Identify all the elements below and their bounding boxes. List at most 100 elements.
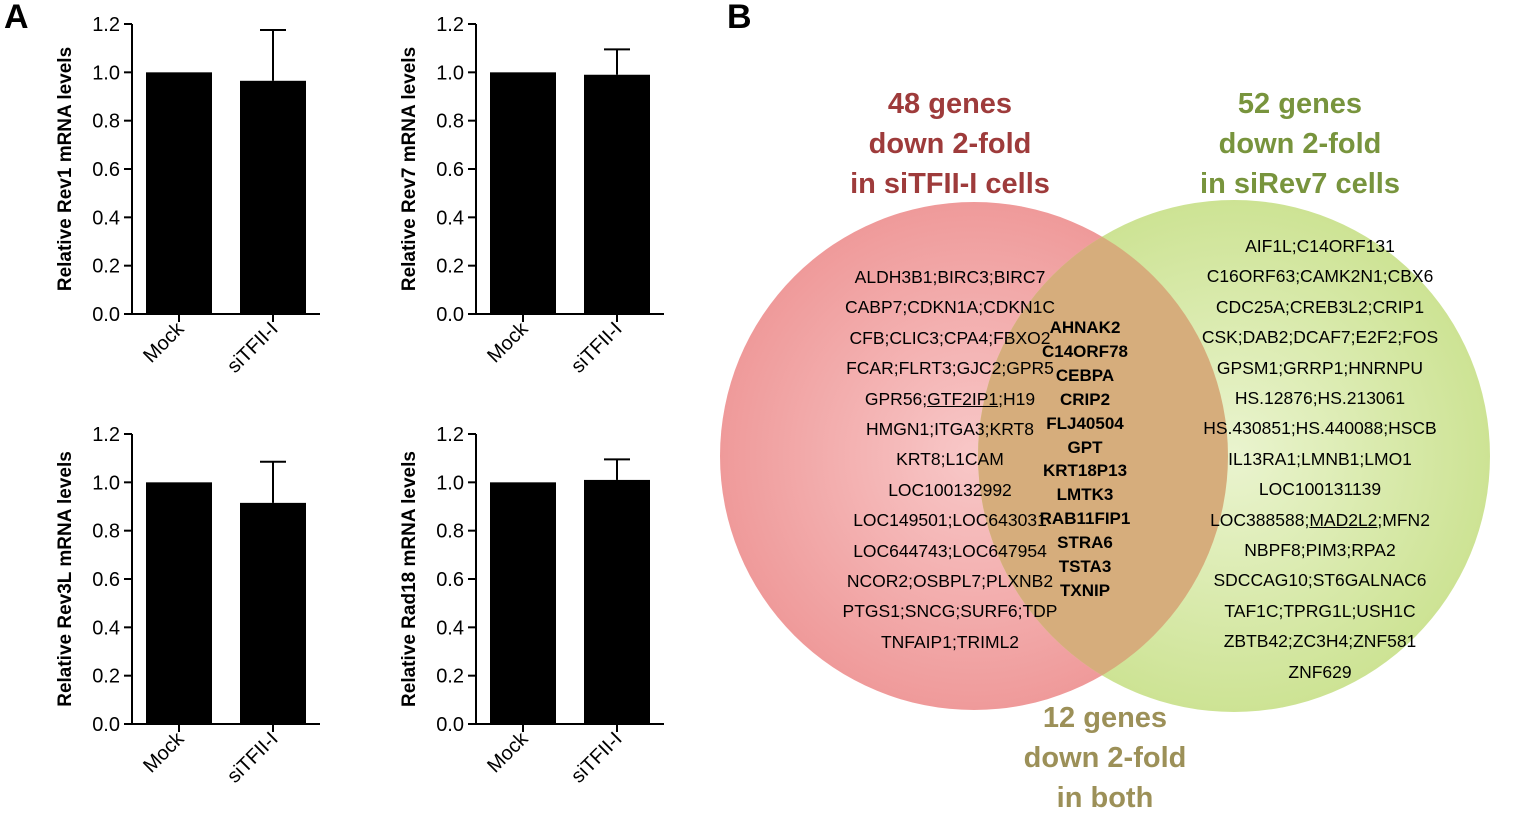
gene-text: GPR56; (864, 388, 928, 409)
gene-list-line: TNFAIP1;TRIML2 (880, 631, 1020, 652)
gene-list-line: ZBTB42;ZC3H4;ZNF581 (1223, 631, 1417, 652)
y-tick-label: 0.4 (436, 207, 464, 229)
venn-overlap (978, 202, 1228, 710)
gene-list-line: HS.430851;HS.440088;HSCB (1203, 418, 1437, 439)
gene-list-line: SDCCAG10;ST6GALNAC6 (1213, 570, 1427, 591)
y-tick-label: 1.0 (436, 472, 464, 494)
panel-label-a: A (4, 0, 29, 36)
gene-list-line: CABP7;CDKN1A;CDKN1C (844, 297, 1056, 318)
gene-list-line: GPSM1;GRRP1;HNRNPU (1216, 357, 1424, 378)
gene-list-line: IL13RA1;LMNB1;LMO1 (1228, 448, 1412, 469)
venn-diagram (720, 200, 1490, 712)
panel-label-b: B (727, 0, 752, 36)
bar-sitfii-i (584, 479, 650, 724)
y-tick-label: 0.0 (436, 304, 464, 326)
y-tick-label: 0.8 (92, 521, 120, 543)
gene-list-line: ZNF629 (1288, 661, 1352, 682)
y-tick-label: 0.6 (92, 159, 120, 181)
bar-mock (146, 72, 212, 314)
gene-text: ;MFN2 (1377, 509, 1430, 530)
highlighted-gene: MAD2L2 (1309, 509, 1378, 530)
venn-title-line: down 2-fold (1218, 128, 1382, 160)
gene-list-line: CDC25A;CREB3L2;CRIP1 (1215, 296, 1425, 317)
y-tick-label: 0.6 (436, 159, 464, 181)
y-tick-label: 0.4 (92, 617, 120, 639)
gene-list-line: KRT8;L1CAM (896, 449, 1004, 470)
gene-list-line: HS.12876;HS.213061 (1234, 388, 1406, 409)
gene-list-both: AHNAK2 C14ORF78 CEBPA CRIP2 FLJ40504 GPT KRT18… (1015, 316, 1155, 603)
y-tick-label: 1.2 (92, 14, 120, 36)
gene-list-line: CSK;DAB2;DCAF7;E2F2;FOS (1201, 327, 1439, 348)
venn-title-line: down 2-fold (868, 128, 1032, 160)
y-tick-label: 0.6 (436, 569, 464, 591)
y-tick-label: 1.0 (92, 472, 120, 494)
bar-mock (490, 482, 556, 724)
bar-sitfii-i (240, 502, 306, 724)
gene-list-sirev7: AIF1L;C14ORF131 C16ORF63;CAMK2N1;CBX6 CDC2… (1170, 231, 1470, 687)
shared-gene: FLJ40504 (1046, 413, 1124, 433)
y-tick-label: 0.8 (92, 111, 120, 133)
y-tick-label: 0.2 (436, 666, 464, 688)
y-axis-label: Relative Rev7 mRNA levels (399, 47, 420, 291)
y-tick-label: 1.0 (92, 62, 120, 84)
bar-sitfii-i (584, 74, 650, 314)
gene-list-line: LOC100132992 (888, 479, 1012, 500)
gene-text: LOC388588; (1210, 509, 1310, 530)
y-axis-label: Relative Rev3L mRNA levels (55, 451, 76, 707)
venn-title-sitfii: 48 genes down 2-fold in siTFII-I cells (800, 84, 1100, 204)
gene-list-line: PTGS1;SNCG;SURF6;TDP (842, 601, 1058, 622)
gene-list-line: ALDH3B1;BIRC3;BIRC7 (854, 267, 1046, 287)
shared-gene: CRIP2 (1059, 389, 1111, 409)
y-tick-label: 1.0 (436, 62, 464, 84)
bar-charts-panel-a: 0.0 0.2 0.4 0.6 0.8 1.0 1.2 Relative Rev1 mRNA … (55, 14, 664, 788)
y-tick-label: 0.0 (436, 714, 464, 736)
gene-list-line: HMGN1;ITGA3;KRT8 (866, 419, 1034, 440)
shared-gene: GPT (1067, 437, 1103, 457)
shared-gene: TXNIP (1059, 580, 1111, 600)
y-tick-label: 0.8 (436, 111, 464, 133)
y-tick-label: 0.4 (92, 207, 120, 229)
venn-title-line: down 2-fold (1023, 742, 1187, 774)
highlighted-gene: GTF2IP1 (927, 388, 999, 409)
y-tick-label: 1.2 (436, 14, 464, 36)
y-tick-label: 0.8 (436, 521, 464, 543)
gene-list-line: LOC644743;LOC647954 (853, 540, 1047, 561)
shared-gene: AHNAK2 (1049, 318, 1121, 337)
shared-gene: RAB11FIP1 (1039, 509, 1131, 529)
y-tick-label: 1.2 (92, 424, 120, 446)
bar-mock (146, 482, 212, 724)
shared-gene: C14ORF78 (1042, 341, 1128, 361)
gene-list-line: C16ORF63;CAMK2N1;CBX6 (1206, 266, 1434, 287)
venn-title-sirev7: 52 genes down 2-fold in siRev7 cells (1150, 84, 1450, 204)
y-tick-label: 0.4 (436, 617, 464, 639)
y-tick-label: 0.2 (92, 666, 120, 688)
y-tick-label: 0.0 (92, 304, 120, 326)
venn-title-line: in both (1056, 782, 1154, 814)
venn-title-line: in siRev7 cells (1200, 168, 1400, 200)
shared-gene: STRA6 (1057, 533, 1113, 553)
y-tick-label: 0.2 (436, 256, 464, 278)
gene-list-line: LOC149501;LOC643031 (853, 510, 1047, 531)
y-axis-label: Relative Rad18 mRNA levels (399, 451, 420, 707)
venn-title-line: 12 genes (1042, 702, 1168, 734)
gene-list-line: GPR56;GTF2IP1;H19 (790, 384, 1110, 414)
gene-list-line: TAF1C;TPRG1L;USH1C (1224, 600, 1416, 621)
venn-title-line: 52 genes (1237, 88, 1363, 120)
shared-gene: TSTA3 (1058, 557, 1112, 577)
gene-list-line: NBPF8;PIM3;RPA2 (1244, 540, 1396, 561)
gene-list-line: FCAR;FLRT3;GJC2;GPR5 (846, 358, 1054, 379)
venn-title-line: in siTFII-I cells (850, 168, 1050, 200)
y-tick-label: 1.2 (436, 424, 464, 446)
venn-title-both: 12 genes down 2-fold in both (980, 698, 1230, 818)
gene-list-line: NCOR2;OSBPL7;PLXNB2 (846, 571, 1054, 592)
shared-gene: LMTK3 (1056, 485, 1114, 505)
bar-mock (490, 72, 556, 314)
venn-title-line: 48 genes (887, 88, 1013, 120)
gene-list-line: LOC388588;MAD2L2;MFN2 (1170, 505, 1470, 535)
y-tick-label: 0.0 (92, 714, 120, 736)
y-axis-label: Relative Rev1 mRNA levels (55, 47, 76, 291)
bar-sitfii-i (240, 80, 306, 315)
gene-list-line: LOC100131139 (1258, 479, 1382, 500)
shared-gene: CEBPA (1055, 365, 1115, 385)
gene-list-line: CFB;CLIC3;CPA4;FBXO2 (849, 327, 1051, 348)
